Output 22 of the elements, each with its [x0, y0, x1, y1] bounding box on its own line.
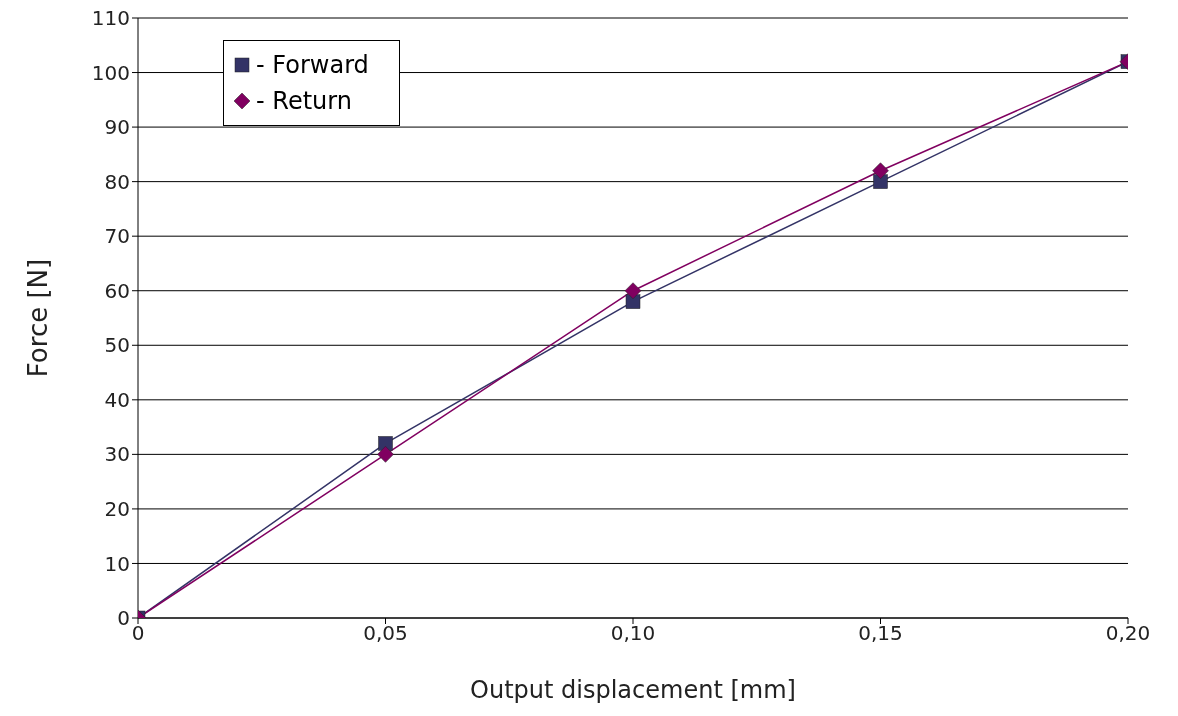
- x-tick-label: 0,20: [1105, 621, 1151, 646]
- point: [377, 446, 394, 463]
- y-tick-label: 80: [104, 169, 130, 194]
- y-tick-label: 10: [104, 551, 130, 576]
- y-tick-label: 30: [104, 442, 130, 467]
- y-tick-label: 90: [104, 115, 130, 140]
- point: [624, 282, 642, 299]
- point: [872, 162, 889, 179]
- y-tick-label: 110: [91, 6, 130, 31]
- legend-label: - Return: [256, 86, 352, 117]
- y-tick-label: 50: [104, 333, 130, 358]
- x-tick-label: 0,10: [610, 621, 656, 646]
- y-axis-title: Force [N]: [23, 258, 54, 378]
- x-tick-label: 0,05: [363, 621, 408, 646]
- x-axis-title: Output displacement [mm]: [470, 676, 796, 704]
- legend-label: - Forward: [256, 50, 369, 81]
- y-tick-label: 20: [104, 497, 130, 522]
- y-tick-label: 100: [91, 60, 130, 85]
- y-tick-label: 70: [104, 224, 130, 249]
- y-tick-label: 40: [104, 387, 130, 412]
- y-tick-label: 60: [104, 278, 130, 303]
- x-tick-label: 0,15: [858, 621, 903, 646]
